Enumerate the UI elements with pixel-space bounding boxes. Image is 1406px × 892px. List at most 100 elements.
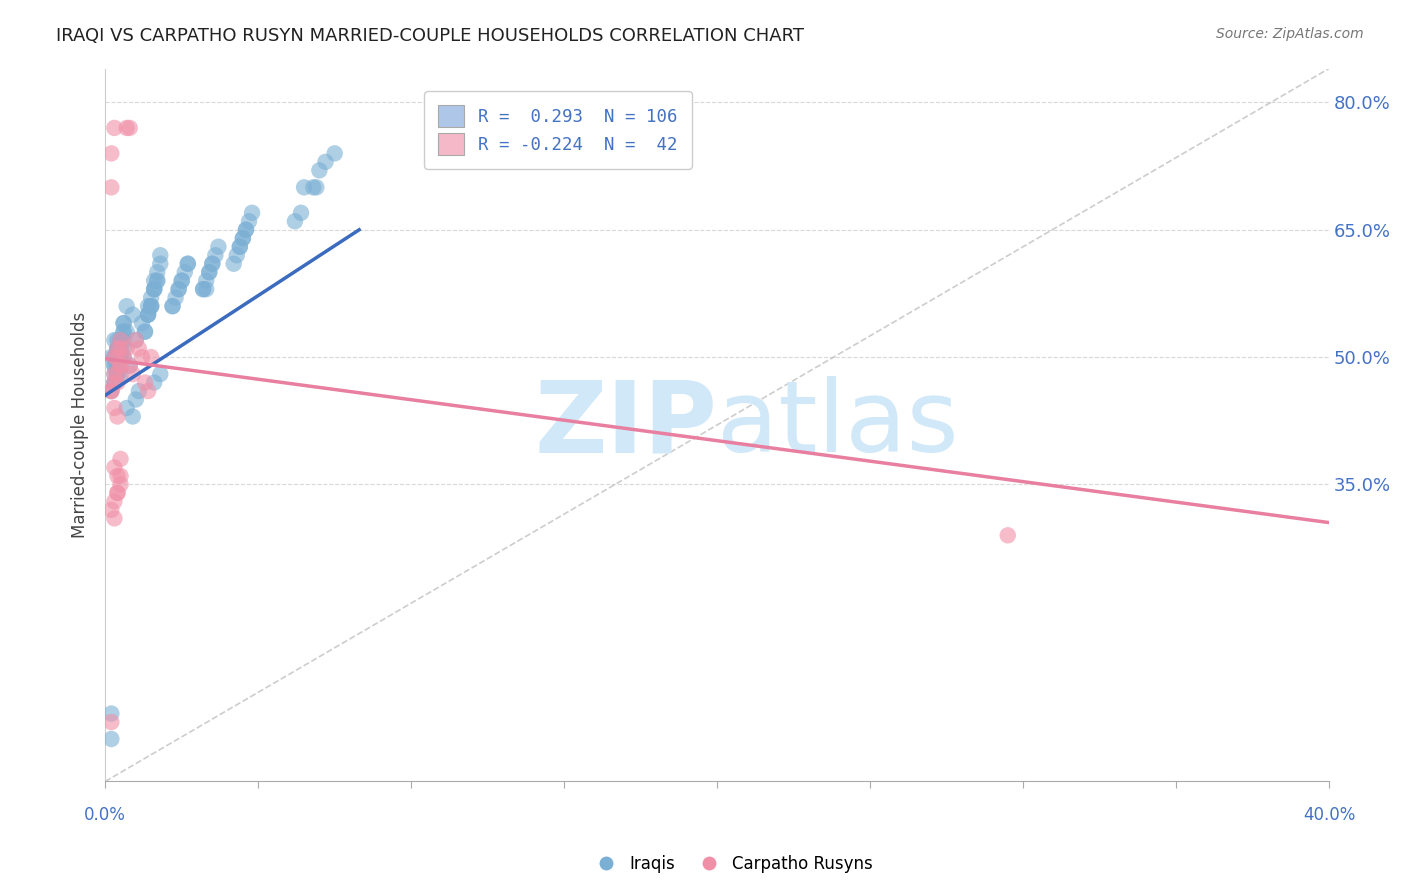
- Point: [110, 350, 132, 364]
- Point: [100, 146, 122, 161]
- Point: [125, 333, 148, 347]
- Point: [110, 342, 132, 356]
- Text: Source: ZipAtlas.com: Source: ZipAtlas.com: [1216, 27, 1364, 41]
- Point: [103, 401, 125, 415]
- Text: atlas: atlas: [717, 376, 959, 474]
- Point: [103, 494, 125, 508]
- Point: [134, 325, 156, 339]
- Point: [107, 359, 129, 373]
- Point: [139, 299, 162, 313]
- Point: [107, 409, 129, 424]
- Legend: Iraqis, Carpatho Rusyns: Iraqis, Carpatho Rusyns: [583, 848, 879, 880]
- Point: [201, 257, 224, 271]
- Point: [107, 367, 129, 381]
- Point: [198, 265, 221, 279]
- Point: [115, 342, 138, 356]
- Point: [167, 282, 190, 296]
- Point: [170, 274, 193, 288]
- Text: 0.0%: 0.0%: [84, 806, 127, 824]
- Text: 40.0%: 40.0%: [1303, 806, 1355, 824]
- Point: [112, 342, 135, 356]
- Point: [997, 528, 1019, 542]
- Point: [107, 359, 129, 373]
- Point: [112, 325, 135, 339]
- Point: [118, 359, 141, 373]
- Point: [136, 308, 159, 322]
- Point: [100, 714, 122, 729]
- Point: [146, 274, 169, 288]
- Point: [238, 214, 260, 228]
- Point: [139, 299, 162, 313]
- Point: [222, 257, 245, 271]
- Point: [107, 486, 129, 500]
- Point: [110, 342, 132, 356]
- Point: [110, 342, 132, 356]
- Point: [112, 333, 135, 347]
- Point: [110, 477, 132, 491]
- Point: [103, 350, 125, 364]
- Point: [112, 316, 135, 330]
- Text: ZIP: ZIP: [534, 376, 717, 474]
- Point: [149, 257, 172, 271]
- Point: [112, 350, 135, 364]
- Point: [100, 350, 122, 364]
- Point: [100, 180, 122, 194]
- Point: [107, 342, 129, 356]
- Point: [107, 342, 129, 356]
- Point: [177, 257, 200, 271]
- Point: [128, 342, 150, 356]
- Point: [110, 350, 132, 364]
- Point: [315, 154, 337, 169]
- Point: [103, 350, 125, 364]
- Point: [207, 240, 229, 254]
- Point: [115, 401, 138, 415]
- Point: [103, 376, 125, 390]
- Point: [107, 367, 129, 381]
- Point: [139, 350, 162, 364]
- Point: [292, 180, 315, 194]
- Point: [284, 214, 307, 228]
- Point: [107, 469, 129, 483]
- Point: [103, 367, 125, 381]
- Point: [149, 248, 172, 262]
- Point: [100, 706, 122, 721]
- Point: [115, 325, 138, 339]
- Point: [143, 282, 166, 296]
- Point: [146, 265, 169, 279]
- Point: [201, 257, 224, 271]
- Point: [121, 409, 143, 424]
- Point: [131, 316, 153, 330]
- Point: [125, 392, 148, 407]
- Point: [107, 376, 129, 390]
- Point: [229, 240, 252, 254]
- Point: [103, 359, 125, 373]
- Point: [240, 206, 263, 220]
- Point: [143, 282, 166, 296]
- Point: [302, 180, 325, 194]
- Point: [290, 206, 312, 220]
- Point: [195, 282, 218, 296]
- Point: [107, 350, 129, 364]
- Legend: R =  0.293  N = 106, R = -0.224  N =  42: R = 0.293 N = 106, R = -0.224 N = 42: [425, 92, 692, 169]
- Point: [112, 350, 135, 364]
- Point: [195, 274, 218, 288]
- Point: [229, 240, 252, 254]
- Point: [103, 120, 125, 135]
- Point: [110, 451, 132, 466]
- Point: [136, 384, 159, 398]
- Point: [173, 265, 195, 279]
- Point: [121, 367, 143, 381]
- Point: [134, 376, 156, 390]
- Point: [232, 231, 254, 245]
- Y-axis label: Married-couple Households: Married-couple Households: [72, 312, 89, 538]
- Point: [162, 299, 184, 313]
- Point: [308, 163, 330, 178]
- Point: [139, 291, 162, 305]
- Point: [191, 282, 214, 296]
- Point: [103, 350, 125, 364]
- Point: [100, 384, 122, 398]
- Point: [103, 376, 125, 390]
- Point: [107, 342, 129, 356]
- Point: [149, 367, 172, 381]
- Point: [107, 359, 129, 373]
